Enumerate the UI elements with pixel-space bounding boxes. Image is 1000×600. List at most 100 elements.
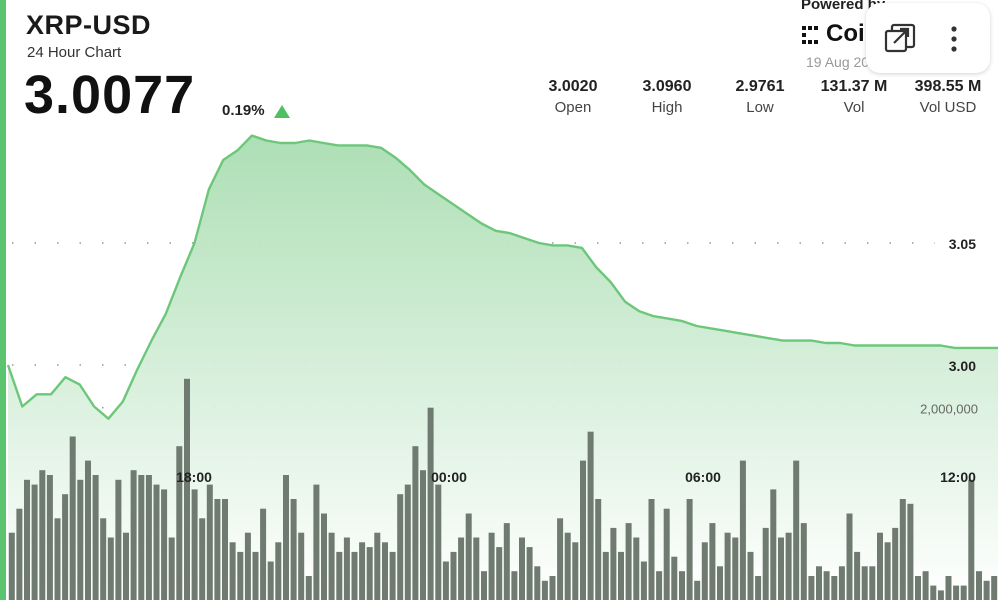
volume-bar: [519, 537, 525, 600]
volume-bar: [107, 537, 114, 600]
price-line: [6, 134, 998, 420]
volume-bar: [595, 499, 602, 600]
volume-bar: [458, 537, 465, 600]
volume-bar: [92, 475, 99, 600]
volume-bar: [663, 508, 670, 600]
volume-bar: [793, 460, 800, 600]
volume-bar: [382, 542, 388, 600]
stat-label: High: [651, 99, 683, 116]
volume-bar: [861, 566, 868, 600]
volume-bar: [290, 499, 297, 600]
y-tick-label: 3.05: [949, 236, 976, 252]
volume-bar: [46, 475, 53, 600]
volume-bar: [625, 523, 632, 600]
chart-subtitle: 24 Hour Chart: [27, 44, 122, 61]
volume-bar: [176, 446, 183, 600]
brand-name: Coin: [826, 20, 871, 47]
volume-bar: [153, 484, 160, 600]
more-vertical-icon: [951, 26, 957, 52]
volume-bar: [770, 489, 777, 600]
volume-bar: [846, 513, 853, 600]
volume-bar: [854, 551, 861, 600]
current-price: 3.0077: [24, 65, 196, 125]
volume-bar: [899, 499, 906, 600]
volume-bar: [610, 527, 617, 600]
volume-bar: [800, 523, 807, 600]
volume-bar: [130, 470, 137, 600]
stat-vol-usd: 398.55 M Vol USD: [893, 78, 1000, 116]
volume-bar: [488, 532, 495, 600]
volume-bar: [465, 513, 472, 600]
volume-bar: [640, 561, 647, 600]
volume-bar: [115, 479, 122, 600]
volume-bar: [671, 556, 678, 600]
volume-bar: [572, 542, 579, 600]
volume-bar: [39, 470, 46, 600]
x-tick-label: 06:00: [685, 469, 721, 485]
volume-bar: [412, 446, 419, 600]
volume-bar: [206, 484, 213, 600]
volume-bar: [328, 532, 335, 600]
volume-bar: [937, 590, 944, 600]
stat-label: Vol USD: [919, 99, 977, 116]
volume-bar: [686, 499, 693, 600]
volume-bar: [62, 494, 69, 600]
volume-bar: [450, 551, 457, 600]
expand-button[interactable]: [878, 17, 922, 61]
volume-bar: [991, 576, 998, 600]
volume-bar: [557, 518, 564, 600]
volume-bar: [762, 527, 769, 600]
volume-bar: [145, 475, 152, 600]
volume-bar: [724, 532, 731, 600]
volume-bar: [884, 542, 891, 600]
volume-bar: [679, 571, 685, 600]
volume-bar: [633, 537, 640, 600]
volume-bar: [785, 532, 792, 600]
stat-label: Vol: [843, 99, 865, 116]
volume-bar: [85, 460, 91, 600]
volume-bar: [496, 547, 503, 600]
volume-bar: [549, 576, 556, 600]
volume-bar: [54, 518, 61, 600]
volume-bar: [869, 566, 876, 600]
menu-button[interactable]: [932, 17, 976, 61]
volume-bar: [732, 537, 739, 600]
x-tick-label: 12:00: [940, 469, 976, 485]
volume-bar: [709, 523, 716, 600]
volume-bar: [16, 508, 23, 600]
volume-bar: [168, 537, 175, 600]
volume-bar: [602, 551, 609, 600]
volume-bar: [214, 499, 221, 600]
volume-bar: [915, 576, 921, 600]
volume-bar: [267, 561, 274, 600]
volume-bar: [976, 571, 982, 600]
up-arrow-icon: [274, 105, 290, 118]
volume-bar: [8, 532, 15, 600]
volume-bar: [960, 585, 967, 600]
volume-bar: [222, 499, 228, 600]
stat-value: 131.37 M: [820, 78, 888, 95]
volume-bar: [389, 551, 396, 600]
volume-bar: [397, 494, 404, 600]
volume-bar: [321, 513, 327, 600]
volume-bar: [503, 523, 510, 600]
stat-low: 2.9761 Low: [705, 78, 815, 116]
volume-bar: [31, 484, 38, 600]
volume-bar: [252, 551, 259, 600]
volume-bar: [343, 537, 350, 600]
volume-bar: [823, 571, 830, 600]
x-tick-label: 00:00: [431, 469, 467, 485]
accent-bar: [0, 0, 6, 600]
volume-bar: [907, 503, 914, 600]
volume-bar: [816, 566, 822, 600]
volume-bar: [534, 566, 541, 600]
volume-bar: [161, 489, 168, 600]
volume-bar: [313, 484, 320, 600]
volume-bar: [336, 551, 343, 600]
volume-bar: [366, 547, 373, 600]
volume-bar: [305, 576, 312, 600]
stat-vol: 131.37 M Vol: [799, 78, 909, 116]
volume-bar: [717, 566, 723, 600]
volume-bar: [930, 585, 937, 600]
volume-bar: [404, 484, 411, 600]
